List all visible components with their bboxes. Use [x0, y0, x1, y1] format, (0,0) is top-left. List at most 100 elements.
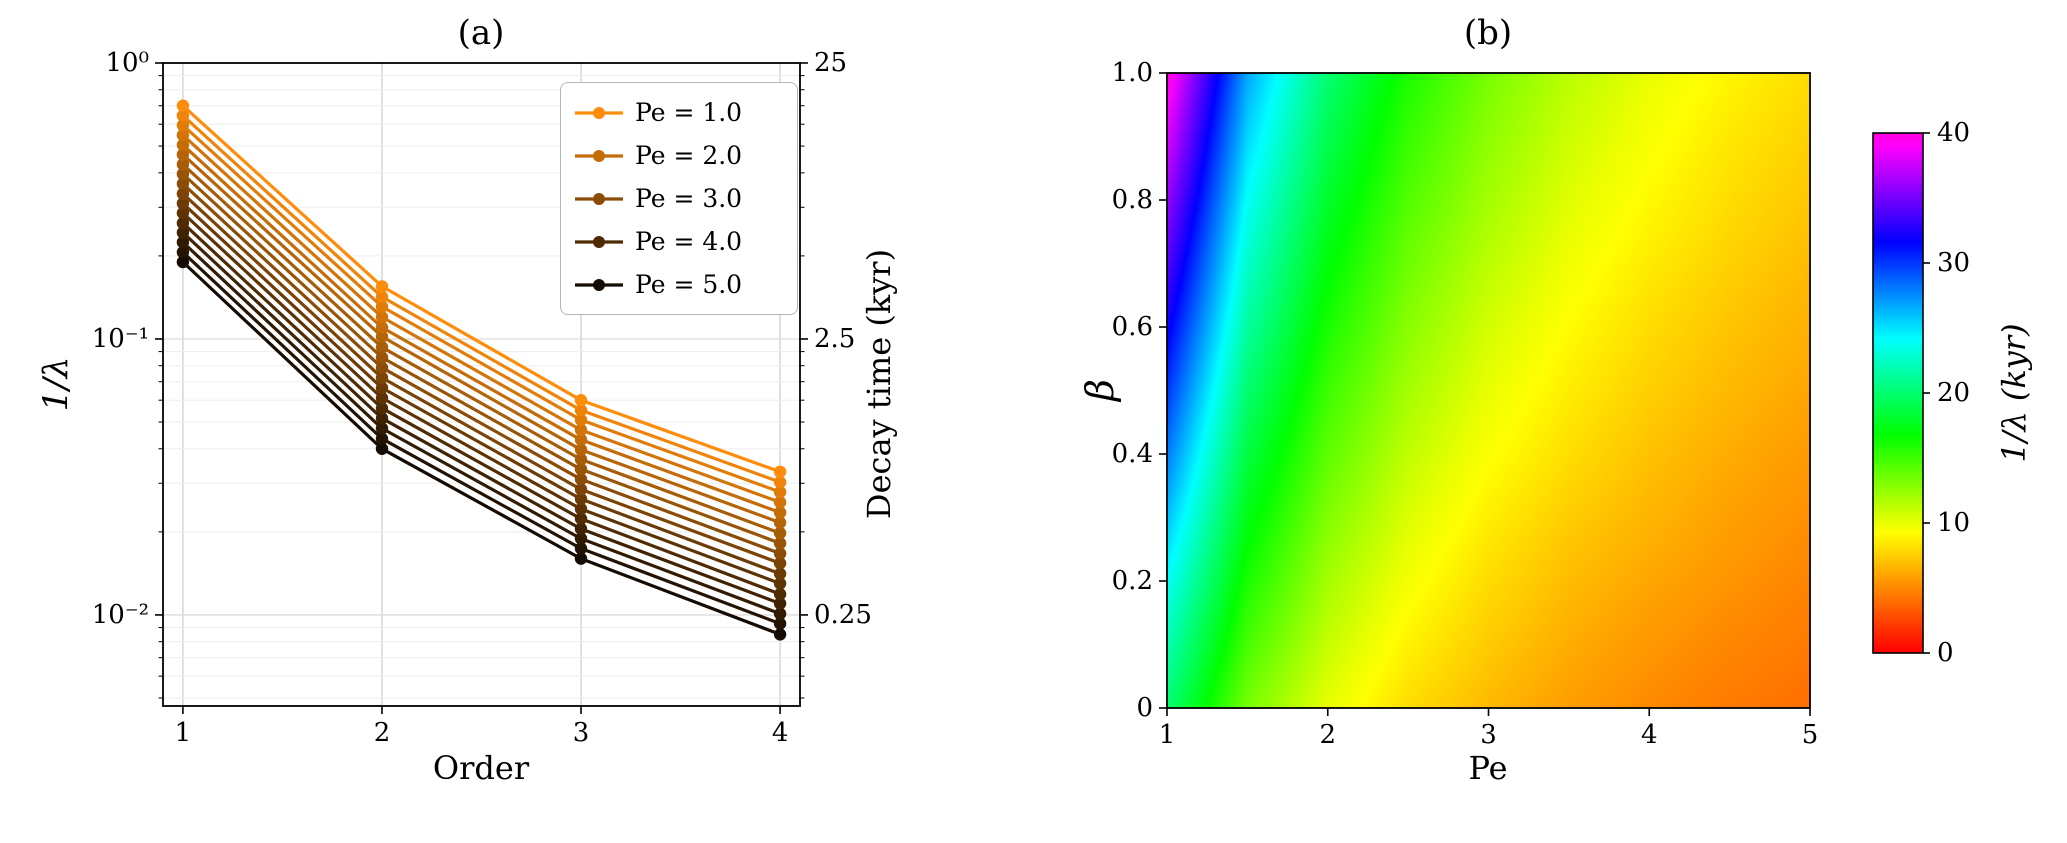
panel-b-xtick-label: 5	[1801, 720, 1819, 750]
panel-a-spines	[162, 62, 801, 707]
colorbar-tick-label: 40	[1937, 118, 1971, 148]
legend-entry-label: Pe = 5.0	[635, 270, 743, 299]
panel-b-xtick-label: 2	[1319, 720, 1337, 750]
series-marker	[574, 542, 588, 555]
series-marker	[574, 433, 588, 446]
series-marker	[375, 361, 389, 374]
series-marker	[773, 465, 787, 478]
series-marker	[375, 280, 389, 293]
colorbar-border	[1872, 132, 1924, 654]
legend-line-sample	[575, 106, 623, 119]
series-marker	[773, 537, 787, 550]
colorbar-tick-label: 30	[1937, 248, 1971, 278]
panel-a-xlabel: Order	[432, 749, 530, 787]
panel-b-ytick-label: 0.6	[1111, 312, 1153, 342]
series-line	[181, 163, 781, 535]
series-marker	[773, 607, 787, 620]
legend-entry: Pe = 3.0	[573, 177, 785, 220]
legend-entry: Pe = 4.0	[573, 220, 785, 263]
series-marker	[375, 412, 389, 425]
series-marker	[375, 371, 389, 384]
series-marker	[375, 310, 389, 324]
legend-entry-label: Pe = 3.0	[635, 184, 743, 213]
series-marker	[176, 167, 190, 181]
series-marker	[375, 341, 389, 354]
panel-b-xtick-label: 3	[1480, 720, 1497, 750]
series-marker	[176, 148, 190, 161]
panel-b-title: (b)	[1463, 13, 1513, 53]
panel-a-title: (a)	[457, 13, 505, 53]
colorbar-tick-label: 10	[1937, 508, 1971, 538]
series-marker	[773, 516, 787, 529]
series-line	[181, 153, 781, 525]
series-marker	[176, 187, 190, 200]
panel-a-ytick-right-label: 0.25	[814, 599, 872, 630]
panel-a-ylabel-right: Decay time (kyr)	[860, 248, 898, 520]
series-marker	[574, 512, 588, 525]
panel-b-xlabel: Pe	[1468, 749, 1508, 787]
panel-a-xtick-label: 1	[174, 718, 192, 748]
panel-b-xtick-label: 1	[1158, 720, 1176, 750]
panel-b-spines	[1166, 72, 1811, 709]
panel-a-ytick-left-label: 10⁻²	[91, 599, 149, 630]
panel-b-xtick-label: 4	[1640, 720, 1658, 750]
colorbar-tick-label: 20	[1937, 378, 1971, 408]
series-marker	[375, 432, 389, 445]
panel-b-ytick-label: 0.4	[1111, 439, 1153, 469]
series-line	[181, 104, 781, 474]
panel-b-ytick-label: 0	[1136, 693, 1153, 723]
series-marker	[574, 522, 588, 536]
series-line	[181, 143, 781, 515]
colorbar-tick-label: 0	[1937, 638, 1954, 668]
series-marker	[176, 119, 190, 132]
series-marker	[574, 394, 588, 407]
colorbar	[1873, 133, 1923, 653]
series-marker	[176, 138, 190, 152]
series-marker	[574, 492, 588, 506]
series-marker	[574, 423, 588, 437]
legend-entry: Pe = 1.0	[573, 91, 785, 134]
series-marker	[574, 483, 588, 496]
panel-b-ytick-label: 0.2	[1111, 566, 1153, 596]
series-line	[181, 133, 781, 504]
series-marker	[375, 422, 389, 435]
series-marker	[176, 158, 190, 171]
series-line	[181, 211, 781, 585]
series-line	[181, 221, 781, 596]
series-marker	[773, 547, 787, 560]
legend-line-sample	[575, 278, 623, 291]
series-marker	[176, 246, 190, 259]
series-marker	[574, 413, 588, 427]
heatmap	[1167, 73, 1810, 708]
panel-a-xtick-label: 2	[373, 718, 391, 748]
series-marker	[176, 216, 190, 230]
series-marker	[773, 485, 787, 499]
series-marker	[176, 128, 190, 142]
panel-b-ytick-label: 0.8	[1111, 185, 1153, 215]
series-line	[181, 172, 781, 545]
series-marker	[375, 402, 389, 415]
legend-line-sample	[575, 149, 623, 162]
series-line	[181, 114, 781, 484]
panel-b-ytick-label: 1.0	[1111, 58, 1153, 88]
panel-a-ytick-left-label: 10⁻¹	[91, 323, 149, 354]
series-marker	[375, 330, 389, 343]
legend-entry-label: Pe = 1.0	[635, 98, 743, 127]
series-marker	[574, 502, 588, 516]
series-line	[181, 182, 781, 555]
panel-a-xtick-label: 4	[771, 718, 789, 748]
panel-a-xtick-label: 3	[572, 718, 590, 748]
legend-box: Pe = 1.0 Pe = 2.0 Pe = 3.0 Pe = 4.0 Pe = 5.0	[560, 82, 798, 315]
series-marker	[176, 255, 190, 269]
series-line	[181, 241, 781, 616]
series-marker	[773, 628, 787, 641]
panel-a-ytick-right-label: 25	[814, 48, 848, 78]
series-line	[181, 260, 781, 636]
series-marker	[375, 351, 389, 364]
series-marker	[574, 552, 588, 565]
panel-a-ytick-left-label: 10⁰	[105, 48, 149, 78]
panel-b-ylabel: β	[1078, 379, 1122, 401]
series-marker	[375, 381, 389, 395]
series-marker	[375, 321, 389, 334]
